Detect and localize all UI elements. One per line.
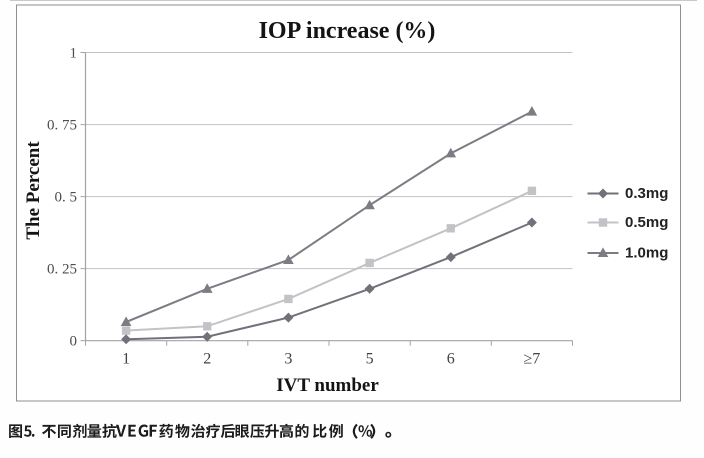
- svg-text:The Percent: The Percent: [23, 141, 44, 240]
- svg-text:1: 1: [122, 351, 130, 368]
- svg-text:6: 6: [447, 351, 455, 368]
- svg-text:IOP increase (%): IOP increase (%): [259, 18, 436, 44]
- svg-text:5: 5: [366, 351, 374, 368]
- svg-text:2: 2: [203, 351, 211, 368]
- svg-text:3: 3: [284, 351, 292, 368]
- svg-text:1: 1: [70, 45, 78, 61]
- svg-text:0. 75: 0. 75: [47, 117, 77, 133]
- svg-text:≥7: ≥7: [524, 351, 541, 368]
- svg-text:IVT number: IVT number: [276, 375, 379, 396]
- svg-text:0. 5: 0. 5: [55, 189, 78, 205]
- svg-text:0. 25: 0. 25: [47, 261, 77, 277]
- svg-text:0.3mg: 0.3mg: [625, 185, 668, 202]
- svg-text:0.5mg: 0.5mg: [625, 214, 668, 231]
- svg-text:0: 0: [70, 334, 78, 350]
- svg-text:1.0mg: 1.0mg: [625, 245, 668, 262]
